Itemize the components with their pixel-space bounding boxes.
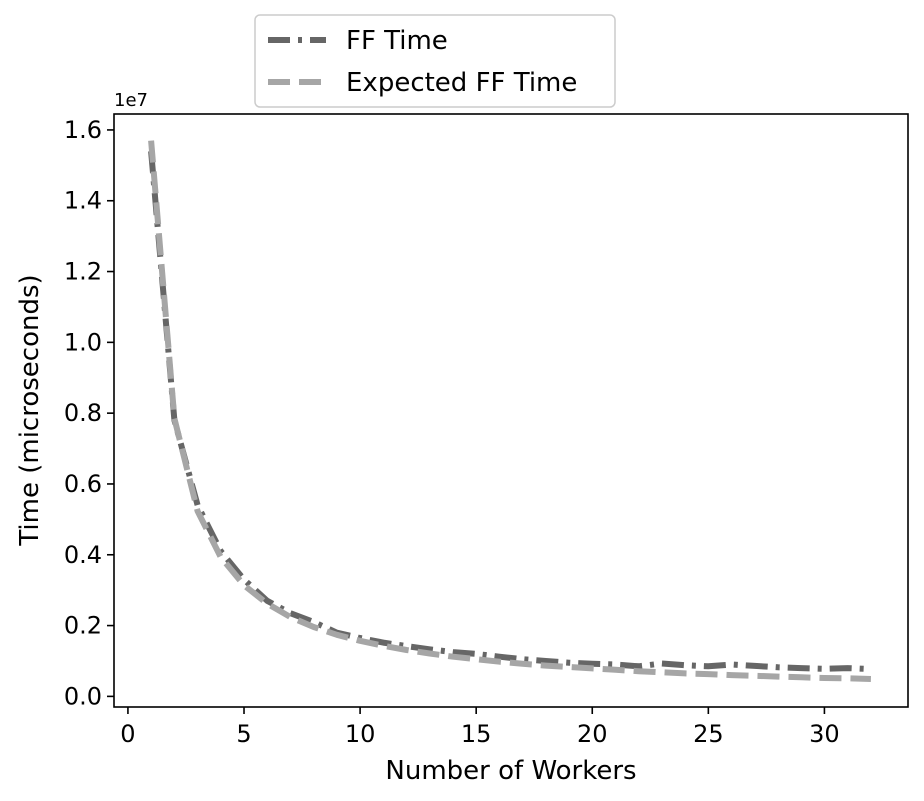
y-tick-label: 0.2 <box>64 612 102 640</box>
y-tick-label: 0.4 <box>64 541 102 569</box>
x-tick-label: 15 <box>461 720 492 748</box>
y-axis-ticks: 0.0 0.2 0.4 0.6 0.8 1.0 1.2 1.4 1.6 <box>64 116 114 710</box>
plot-frame <box>113 113 909 708</box>
y-tick-label: 0.6 <box>64 470 102 498</box>
legend-box <box>254 14 616 108</box>
legend-label-ff-time: FF Time <box>346 26 448 56</box>
y-axis-label: Time (microseconds) <box>15 274 45 546</box>
x-tick-label: 0 <box>120 720 135 748</box>
x-tick-label: 5 <box>236 720 251 748</box>
series-line-ff-time <box>148 150 872 673</box>
series-line-expected-ff-time <box>148 140 871 682</box>
y-offset-label: 1e7 <box>114 90 148 111</box>
x-tick-label: 20 <box>577 720 608 748</box>
x-tick-label: 25 <box>693 720 724 748</box>
legend: FF Time Expected FF Time <box>254 14 616 108</box>
y-tick-label: 0.8 <box>64 399 102 427</box>
x-tick-label: 10 <box>345 720 376 748</box>
y-tick-label: 1.0 <box>64 328 102 356</box>
y-tick-label: 0.0 <box>64 682 102 710</box>
series-layer <box>148 140 872 682</box>
legend-label-expected-ff-time: Expected FF Time <box>346 68 577 98</box>
y-tick-label: 1.4 <box>64 187 102 215</box>
x-axis-label: Number of Workers <box>385 756 636 786</box>
x-axis-ticks: 0 5 10 15 20 25 30 <box>120 707 840 748</box>
x-tick-label: 30 <box>809 720 840 748</box>
y-tick-label: 1.2 <box>64 258 102 286</box>
y-tick-label: 1.6 <box>64 116 102 144</box>
